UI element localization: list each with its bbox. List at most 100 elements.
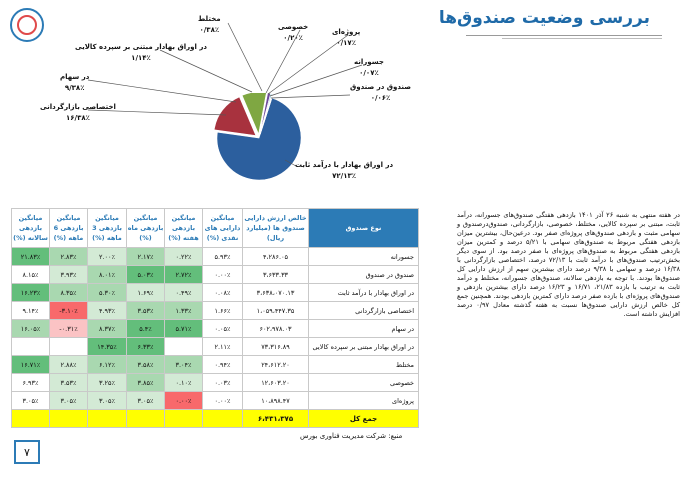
value-cell: ۰.۴۹٪	[164, 283, 203, 302]
fund-type-cell: پروژه‌ای	[308, 391, 419, 410]
table-row: جسورانه ۴،۲۸۶.۰۵ ۵.۹۳٪ ۰.۲۲٪ ۲.۱۷٪ ۲.۰۰٪ ۲.۸۳٪…	[11, 247, 419, 266]
value-cell: ۲.۱۱٪	[202, 337, 243, 356]
table-row: صندوق در صندوق ۳،۶۳۳.۳۳ ۰.۰۰٪ ۲.۷۲٪ ۵.۰۳٪ ۸.۰…	[11, 265, 419, 284]
pie-slice-1	[214, 96, 257, 136]
value-cell: ۲.۸۸٪	[49, 355, 88, 374]
value-cell	[164, 337, 203, 356]
leader-line-private	[265, 29, 301, 94]
value-cell: ۷۳،۳۱۶.۸۹	[242, 337, 309, 356]
value-cell: ۶.۳۳٪	[126, 337, 165, 356]
value-cell: ۸.۳۷٪	[87, 319, 127, 338]
value-cell: ۳.۰۵٪	[87, 391, 127, 410]
table-row: خصوصی ۱۲،۶۰۳.۲۰ ۰.۰۳٪ ۰.۱۰٪ ۳.۸۵٪ ۳.۲۵٪ ۳.۵۳٪ ۶…	[11, 373, 419, 392]
pie-label-private: خصوصی ۰/۲۰٪	[278, 23, 309, 42]
value-cell: ۰.۰۳٪	[202, 373, 243, 392]
table-header-row: نوع صندوق خالص ارزش دارایی صندوق ها (میل…	[11, 208, 419, 248]
fund-type-cell: در اوراق بهادار مبتنی بر سپرده کالایی	[308, 337, 419, 356]
value-cell: ۳.۱۰٪-	[49, 301, 88, 320]
value-cell: ۳.۰۵٪	[126, 391, 165, 410]
logo-emblem-icon	[17, 15, 37, 35]
value-cell: ۲۴،۶۱۲.۲۰	[242, 355, 309, 374]
value-cell: ۸.۳۵٪	[49, 283, 88, 302]
total-label: جمع کل	[308, 409, 419, 428]
value-cell: ۳،۶۳۳.۳۳	[242, 265, 309, 284]
value-cell: ۳.۸۵٪	[126, 373, 165, 392]
value-cell: ۱۶.۰۵٪	[11, 319, 50, 338]
value-cell: ۱۶.۷۱٪	[11, 355, 50, 374]
leader-line-market-making	[87, 109, 227, 116]
value-cell: ۲.۷۲٪	[164, 265, 203, 284]
fund-type-cell: اختصاصی بازارگردانی	[308, 301, 419, 320]
fund-performance-table: نوع صندوق خالص ارزش دارایی صندوق ها (میل…	[11, 208, 419, 428]
fund-type-cell: در سهام	[308, 319, 419, 338]
fund-share-pie-chart	[214, 93, 302, 181]
value-cell: ۳.۰۴٪	[164, 355, 203, 374]
pie-label-fixed-income: در اوراق بهادار با درآمد ثابت ۷۲/۱۳٪	[295, 161, 394, 180]
fund-type-cell: خصوصی	[308, 373, 419, 392]
leader-line-equity	[87, 79, 237, 103]
header-6month-return: میانگین بازدهی 6 ماهه (%)	[49, 208, 88, 248]
value-cell: ۰.۰۰٪	[202, 265, 243, 284]
value-cell: ۶.۹۳٪	[11, 373, 50, 392]
value-cell: ۰.۰۸٪	[202, 283, 243, 302]
value-cell: ۵.۰۳٪	[126, 265, 165, 284]
value-cell: ۶۰۲،۹۷۸.۰۳	[242, 319, 309, 338]
page-title: بررسی وضعیت صندوق‌ها	[438, 8, 650, 28]
value-cell: ۲.۰۰٪	[87, 247, 127, 266]
pie-slice-0	[216, 97, 302, 181]
value-cell: ۸.۰۱٪	[87, 265, 127, 284]
summary-paragraph: در هفته منتهی به شنبه ۲۶ آذر ۱۴۰۱ بازدهی…	[457, 211, 680, 318]
value-cell: ۰.۰۰٪	[202, 391, 243, 410]
fund-type-cell: جسورانه	[308, 247, 419, 266]
value-cell: ۶.۱۲٪	[87, 355, 127, 374]
fund-type-cell: صندوق در صندوق	[308, 265, 419, 284]
value-cell: ۹.۱۴٪	[11, 301, 50, 320]
header-monthly-return: میانگین بازدهی ماه (%)	[126, 208, 165, 248]
value-cell: ۳.۵۳٪	[49, 373, 88, 392]
organization-logo	[10, 8, 44, 42]
header-weekly-return: میانگین بازدهی هفته (%)	[164, 208, 203, 248]
title-divider	[466, 35, 662, 36]
source-note: منبع: شرکت مدیریت فناوری بورس	[300, 432, 403, 440]
pie-label-commodity: در اوراق بهادار مبتنی بر سپرده کالایی ۱/۱…	[75, 43, 207, 62]
page-number: ۷	[14, 440, 40, 464]
pie-label-equity: در سهام ۹/۳۸٪	[60, 73, 90, 92]
pie-label-fund-of-funds: صندوق در صندوق ۰/۰۶٪	[350, 83, 412, 102]
value-cell: ۱.۶۶٪	[202, 301, 243, 320]
table-row: اختصاصی بازارگردانی ۱،۰۵۹،۴۴۷.۳۵ ۱.۶۶٪ ۱.۳۳…	[11, 301, 419, 320]
value-cell: ۲.۸۳٪	[49, 247, 88, 266]
value-cell: ۰.۱۰٪	[164, 373, 203, 392]
pie-label-project: پروژه‌ای ۰/۱۷٪	[332, 28, 361, 47]
value-cell: ۱،۰۵۹،۴۴۷.۳۵	[242, 301, 309, 320]
value-cell: ۱۶.۲۳٪	[11, 283, 50, 302]
value-cell: ۳.۹۳٪	[49, 265, 88, 284]
value-cell: ۵.۳۰٪	[87, 283, 127, 302]
header-fund-type: نوع صندوق	[308, 208, 419, 248]
pie-label-mixed: مختلط ۰/۳۸٪	[198, 15, 221, 34]
fund-type-cell: مختلط	[308, 355, 419, 374]
pie-slice-2	[241, 93, 267, 136]
value-cell: ۳.۰۵٪	[49, 391, 88, 410]
value-cell: ۵.۹۳٪	[202, 247, 243, 266]
value-cell: ۰.۰۵٪	[202, 319, 243, 338]
leader-line-venture	[269, 64, 363, 97]
value-cell: ۱۲،۶۰۳.۲۰	[242, 373, 309, 392]
value-cell: ۲۱.۸۳٪	[11, 247, 50, 266]
value-cell	[49, 337, 88, 356]
table-row: مختلط ۲۴،۶۱۲.۲۰ ۰.۹۴٪ ۳.۰۴٪ ۳.۵۸٪ ۶.۱۲٪ ۲.۸۸٪ ۱…	[11, 355, 419, 374]
table-row: در سهام ۶۰۲،۹۷۸.۰۳ ۰.۰۵٪ ۵.۷۱٪ ۵.۴٪ ۸.۳۷٪ ۰.۳۱…	[11, 319, 419, 338]
table-row: پروژه‌ای ۱۰،۸۹۸.۴۷ ۰.۰۰٪ ۰.۰۰٪ ۳.۰۵٪ ۳.۰۵٪ ۳.۰…	[11, 391, 419, 410]
pie-label-venture: جسورانه ۰/۰۷٪	[354, 58, 384, 77]
value-cell: ۱.۶۹٪	[126, 283, 165, 302]
value-cell: ۵.۷۱٪	[164, 319, 203, 338]
value-cell: ۴،۲۸۶.۰۵	[242, 247, 309, 266]
pie-label-market-making: اختصاصی بازارگردانی ۱۶/۳۸٪	[40, 103, 116, 122]
leader-line-fixed-income	[284, 159, 297, 167]
value-cell: ۰.۰۰٪	[164, 391, 203, 410]
header-cash: میانگین دارایی های نقدی (%)	[202, 208, 243, 248]
value-cell: ۸.۱۵٪	[11, 265, 50, 284]
value-cell: ۰.۹۴٪	[202, 355, 243, 374]
value-cell: ۳.۰۵٪	[11, 391, 50, 410]
leader-line-commodity	[159, 49, 253, 93]
value-cell: ۳،۶۳۸،۰۷۰.۱۳	[242, 283, 309, 302]
